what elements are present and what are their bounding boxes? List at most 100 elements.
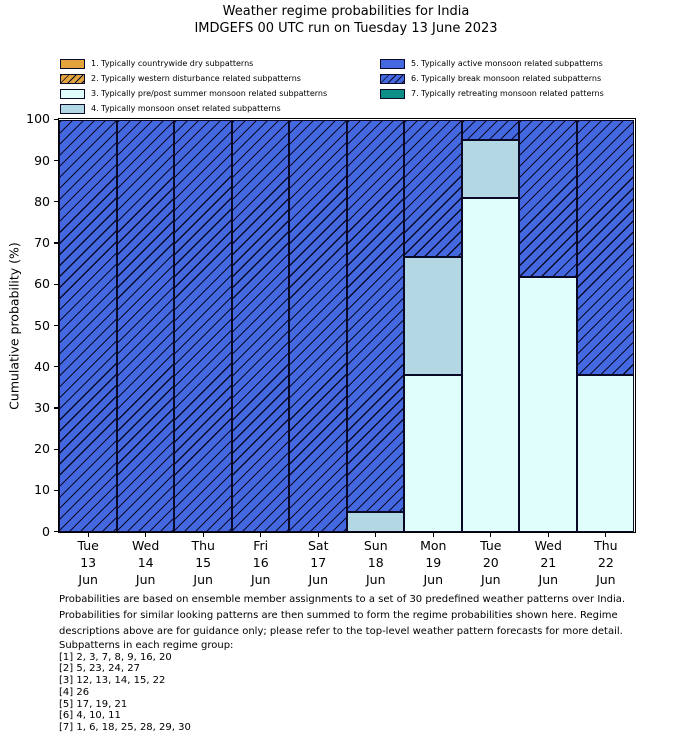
y-tick-label-100: 100 [26, 111, 50, 127]
bar-thu-22 [576, 119, 635, 532]
bar-fri-16 [231, 119, 290, 532]
plot-area [58, 118, 636, 533]
y-tick-mark-80 [54, 201, 58, 203]
x-tick-dow: Sun [363, 538, 388, 553]
x-tick-dow: Tue [77, 538, 99, 553]
x-tick-mark-mon-19 [432, 533, 434, 537]
bar-segment-regime-6 [174, 119, 232, 532]
bar-segment-regime-6 [404, 119, 462, 258]
bar-tue-13 [59, 119, 117, 532]
legend-label-regime-3: 3. Typically pre/post summer monsoon rel… [91, 89, 328, 98]
bar-sat-17 [289, 119, 347, 532]
x-tick-dow: Thu [594, 538, 618, 553]
x-tick-label-sun-18: Sun 18 Jun [346, 537, 406, 588]
legend-label-regime-7: 7. Typically retreating monsoon related … [411, 89, 604, 98]
bar-segment-regime-3 [519, 276, 577, 532]
x-tick-mark-thu-22 [605, 533, 607, 537]
x-tick-label-wed-21: Wed 21 Jun [518, 537, 578, 588]
bar-segment-regime-4 [461, 139, 520, 199]
subpatterns-group-7: [7] 1, 6, 18, 25, 28, 29, 30 [59, 721, 191, 733]
legend-column-right: 5. Typically active monsoon related subp… [380, 56, 604, 101]
y-tick-label-60: 60 [34, 276, 50, 292]
x-tick-mark-wed-14 [145, 533, 147, 537]
footer-line-2: Probabilities for similar looking patter… [59, 610, 618, 621]
y-tick-label-50: 50 [34, 317, 50, 333]
y-tick-mark-100 [54, 118, 58, 121]
subpatterns-group-2: [2] 5, 23, 24, 27 [59, 663, 140, 675]
bar-segment-regime-6 [576, 119, 635, 375]
y-tick-label-0: 0 [42, 523, 50, 539]
x-tick-dow: Thu [191, 538, 215, 553]
x-tick-dow: Wed [534, 538, 562, 553]
x-tick-mark-fri-16 [260, 533, 262, 537]
bar-segment-regime-6 [289, 119, 347, 532]
x-tick-mon: Jun [365, 572, 386, 587]
x-tick-mon: Jun [481, 572, 501, 587]
y-tick-mark-0 [54, 530, 58, 533]
legend-label-regime-5: 5. Typically active monsoon related subp… [411, 59, 603, 68]
legend-label-regime-6: 6. Typically break monsoon related subpa… [411, 74, 602, 83]
legend-item-regime-7: 7. Typically retreating monsoon related … [380, 86, 604, 101]
x-tick-mon: Jun [308, 572, 328, 587]
x-tick-day: 22 [597, 555, 614, 570]
legend-swatch-regime-2-icon [60, 73, 85, 84]
x-tick-mark-sat-17 [317, 533, 319, 537]
x-tick-mon: Jun [423, 572, 444, 587]
x-tick-dow: Fri [253, 538, 269, 553]
x-tick-label-tue-20: Tue 20 Jun [461, 537, 521, 588]
footer-line-3: descriptions above are for guidance only… [59, 626, 623, 637]
x-tick-mon: Jun [538, 572, 559, 587]
y-tick-label-10: 10 [34, 482, 50, 498]
y-tick-label-70: 70 [34, 235, 50, 251]
y-tick-label-40: 40 [34, 358, 50, 374]
x-tick-mark-tue-20 [490, 533, 492, 537]
bar-segment-regime-6 [116, 119, 175, 532]
x-tick-label-fri-16: Fri 16 Jun [231, 537, 291, 588]
legend-label-regime-2: 2. Typically western disturbance related… [91, 74, 301, 83]
y-tick-label-80: 80 [34, 193, 50, 209]
subpatterns-list: Subpatterns in each regime group: [1] 2, … [59, 640, 233, 734]
chart-title: Weather regime probabilities for India [222, 4, 470, 19]
x-tick-day: 20 [482, 555, 499, 570]
y-tick-label-90: 90 [34, 152, 50, 168]
y-tick-mark-20 [54, 448, 58, 450]
subpatterns-group-6: [6] 4, 10, 11 [59, 710, 121, 722]
x-tick-mark-tue-13 [87, 533, 89, 537]
x-tick-mon: Jun [193, 572, 213, 587]
legend-swatch-regime-5-icon [380, 58, 405, 69]
x-tick-day: 15 [195, 555, 212, 570]
bar-segment-regime-6 [346, 119, 405, 513]
x-tick-mon: Jun [135, 572, 156, 587]
chart-subtitle: IMDGEFS 00 UTC run on Tuesday 13 June 20… [194, 21, 498, 36]
legend-item-regime-4: 4. Typically monsoon onset related subpa… [60, 101, 327, 116]
legend-swatch-regime-7-icon [380, 88, 405, 99]
x-tick-label-mon-19: Mon 19 Jun [403, 537, 463, 588]
y-tick-mark-60 [54, 283, 58, 285]
x-tick-day: 18 [367, 555, 384, 570]
legend-column-left: 1. Typically countrywide dry subpatterns… [60, 56, 327, 116]
y-tick-label-20: 20 [34, 441, 50, 457]
subpatterns-heading: Subpatterns in each regime group: [59, 640, 234, 651]
y-tick-label-30: 30 [34, 399, 50, 415]
footer-note: Probabilities are based on ensemble memb… [59, 592, 625, 640]
x-tick-dow: Tue [480, 538, 502, 553]
y-tick-mark-30 [54, 407, 58, 409]
y-tick-mark-50 [54, 324, 58, 327]
legend-item-regime-6: 6. Typically break monsoon related subpa… [380, 71, 604, 86]
x-tick-day: 14 [137, 555, 154, 570]
bar-sun-18 [346, 119, 405, 532]
y-tick-mark-40 [54, 366, 58, 368]
subpatterns-group-4: [4] 26 [59, 686, 90, 698]
x-tick-label-thu-22: Thu 22 Jun [576, 537, 636, 588]
x-tick-day: 19 [425, 555, 442, 570]
bar-segment-regime-3 [461, 198, 520, 532]
y-tick-mark-90 [54, 159, 58, 162]
legend-item-regime-3: 3. Typically pre/post summer monsoon rel… [60, 86, 327, 101]
x-tick-mon: Jun [250, 572, 271, 587]
bar-wed-14 [116, 119, 175, 532]
legend-item-regime-5: 5. Typically active monsoon related subp… [380, 56, 604, 71]
x-tick-mark-sun-18 [375, 533, 377, 537]
bar-segment-regime-6 [231, 119, 290, 532]
legend-item-regime-1: 1. Typically countrywide dry subpatterns [60, 56, 327, 71]
legend-swatch-regime-4-icon [60, 103, 85, 114]
